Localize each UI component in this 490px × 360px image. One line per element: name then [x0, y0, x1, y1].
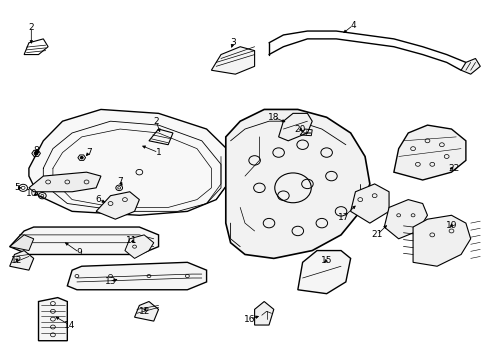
Polygon shape: [67, 262, 207, 290]
Text: 12: 12: [139, 307, 150, 316]
Text: 22: 22: [448, 164, 460, 173]
Text: 4: 4: [350, 21, 356, 30]
Circle shape: [34, 152, 38, 155]
Text: 17: 17: [338, 213, 349, 222]
Polygon shape: [413, 215, 471, 266]
Polygon shape: [10, 227, 159, 255]
Polygon shape: [394, 125, 466, 180]
Polygon shape: [39, 298, 67, 341]
Text: 12: 12: [11, 256, 23, 265]
Text: 14: 14: [64, 320, 75, 329]
Text: 1: 1: [156, 148, 161, 157]
Polygon shape: [298, 251, 351, 294]
Polygon shape: [279, 113, 312, 141]
Polygon shape: [351, 184, 389, 223]
Text: 7: 7: [117, 177, 123, 186]
Text: 2: 2: [153, 117, 159, 126]
Polygon shape: [461, 58, 480, 74]
Text: 8: 8: [33, 146, 39, 155]
Text: 19: 19: [446, 221, 457, 230]
Text: 10: 10: [25, 189, 37, 198]
Polygon shape: [211, 47, 255, 74]
Text: 13: 13: [105, 278, 116, 287]
Circle shape: [80, 157, 83, 159]
Text: 15: 15: [321, 256, 332, 265]
Text: 18: 18: [268, 113, 280, 122]
Text: 5: 5: [14, 183, 20, 192]
Text: 11: 11: [126, 236, 138, 245]
Polygon shape: [29, 109, 231, 215]
Text: 2: 2: [28, 23, 34, 32]
Polygon shape: [10, 235, 34, 251]
Text: 21: 21: [371, 230, 383, 239]
Text: 3: 3: [230, 38, 236, 47]
Polygon shape: [384, 199, 427, 239]
Text: 9: 9: [76, 248, 82, 257]
Polygon shape: [135, 302, 159, 321]
Polygon shape: [125, 235, 154, 258]
Text: 6: 6: [96, 195, 101, 204]
Text: 16: 16: [244, 315, 256, 324]
Polygon shape: [96, 192, 139, 219]
Polygon shape: [255, 302, 274, 325]
Polygon shape: [10, 251, 34, 270]
Text: 7: 7: [86, 148, 92, 157]
Text: 20: 20: [294, 125, 306, 134]
Polygon shape: [226, 109, 370, 258]
Polygon shape: [29, 172, 101, 192]
